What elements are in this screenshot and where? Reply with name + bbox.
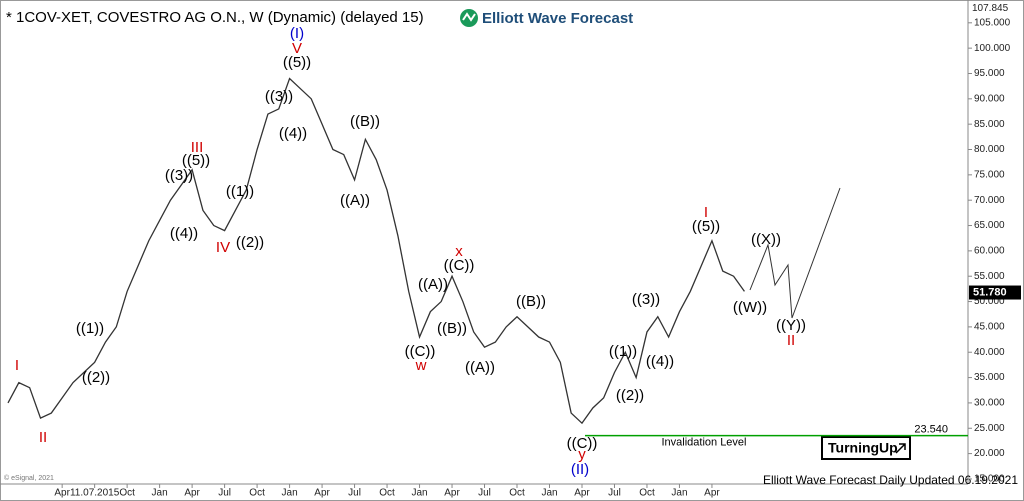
price-line [7, 77, 745, 425]
wave-label: ((2)) [236, 234, 264, 251]
x-tick-label: Oct [379, 488, 395, 499]
y-tick-label: 35.000 [974, 372, 1005, 383]
y-tick-label: 100.000 [974, 43, 1011, 54]
wave-label: ((1)) [226, 183, 254, 200]
x-tick-label: Jan [411, 488, 427, 499]
wave-label: IV [216, 239, 230, 256]
wave-label: ((3)) [632, 291, 660, 308]
y-tick-label: 25.000 [974, 423, 1005, 434]
x-tick-label: Oct [119, 488, 135, 499]
chart-title: * 1COV-XET, COVESTRO AG O.N., W (Dynamic… [6, 9, 424, 26]
wave-label: x [455, 243, 463, 260]
invalidation-label: Invalidation Level [661, 437, 746, 449]
x-tick-label: Jan [152, 488, 168, 499]
wave-label: ((5)) [182, 152, 210, 169]
badge-arrow [895, 443, 906, 454]
wave-label: ((2)) [82, 369, 110, 386]
wave-label: ((C)) [444, 257, 475, 274]
y-tick-label: 60.000 [974, 246, 1005, 257]
wave-label: II [39, 429, 47, 446]
x-tick-label: Apr [704, 488, 720, 499]
x-tick-label: Jan [282, 488, 298, 499]
wave-label: (I) [290, 25, 304, 42]
wave-label: ((B)) [516, 293, 546, 310]
x-tick-label: Apr [574, 488, 590, 499]
wave-label: y [578, 446, 586, 463]
x-tick-label: Apr [314, 488, 330, 499]
wave-label: ((A)) [465, 359, 495, 376]
wave-label: (II) [571, 461, 589, 478]
y-tick-label: 15.000 [974, 474, 1005, 485]
wave-label: ((4)) [646, 353, 674, 370]
wave-label: ((1)) [609, 343, 637, 360]
wave-label: ((2)) [616, 387, 644, 404]
wave-label: ((C)) [567, 435, 598, 452]
last-price-label: 51.780 [973, 286, 1007, 298]
wave-label: V [292, 40, 302, 57]
wave-label: ((5)) [283, 54, 311, 71]
y-tick-label: 80.000 [974, 144, 1005, 155]
x-tick-label: Apr [444, 488, 460, 499]
wave-label: ((5)) [692, 218, 720, 235]
top-label: 107.845 [972, 3, 1009, 14]
wave-label: ((Y)) [776, 317, 806, 334]
projection-path [749, 187, 841, 319]
wave-label: ((A)) [418, 276, 448, 293]
wave-label: ((B)) [350, 113, 380, 130]
wave-label: ((4)) [279, 125, 307, 142]
logo-icon [462, 12, 476, 22]
x-tick-label: Jul [348, 488, 361, 499]
x-tick-label: Oct [249, 488, 265, 499]
y-tick-label: 55.000 [974, 271, 1005, 282]
wave-label: ((C)) [405, 343, 436, 360]
y-tick-label: 90.000 [974, 93, 1005, 104]
logo: Elliott Wave Forecast [482, 10, 633, 27]
x-tick-label: Jan [671, 488, 687, 499]
copyright: © eSignal, 2021 [4, 474, 54, 482]
y-tick-label: 50.000 [974, 296, 1005, 307]
wave-label: II [787, 332, 795, 349]
x-tick-label: Jan [541, 488, 557, 499]
y-tick-label: 75.000 [974, 169, 1005, 180]
wave-label: ((W)) [733, 299, 767, 316]
y-tick-label: 85.000 [974, 119, 1005, 130]
x-tick-label: Oct [639, 488, 655, 499]
wave-label: ((X)) [751, 231, 781, 248]
x-tick-label: 11.07.2015 [70, 488, 120, 499]
last-price-box [969, 285, 1021, 300]
wave-label: ((3)) [165, 167, 193, 184]
footer: Elliott Wave Forecast Daily Updated 06.1… [763, 473, 1018, 487]
y-tick-label: 105.000 [974, 17, 1011, 28]
invalidation-value: 23.540 [914, 424, 948, 436]
wave-label: w [415, 357, 427, 374]
y-tick-label: 40.000 [974, 347, 1005, 358]
wave-label: ((A)) [340, 192, 370, 209]
y-tick-label: 70.000 [974, 195, 1005, 206]
wave-label: ((1)) [76, 320, 104, 337]
wave-label: ((4)) [170, 225, 198, 242]
wave-label: ((B)) [437, 320, 467, 337]
wave-label: I [15, 357, 19, 374]
y-tick-label: 65.000 [974, 220, 1005, 231]
x-tick-label: Apr [184, 488, 200, 499]
badge-box [821, 436, 911, 460]
wave-label: ((3)) [265, 88, 293, 105]
wave-label: I [704, 204, 708, 221]
x-tick-label: Oct [509, 488, 525, 499]
x-tick-label: Apr [54, 488, 70, 499]
wave-label: III [191, 139, 204, 156]
y-tick-label: 45.000 [974, 322, 1005, 333]
badge: TurningUp [828, 440, 898, 456]
x-tick-label: Jul [218, 488, 231, 499]
x-tick-label: Jul [608, 488, 621, 499]
y-tick-label: 95.000 [974, 68, 1005, 79]
y-tick-label: 20.000 [974, 448, 1005, 459]
x-tick-label: Jul [478, 488, 491, 499]
y-tick-label: 30.000 [974, 398, 1005, 409]
